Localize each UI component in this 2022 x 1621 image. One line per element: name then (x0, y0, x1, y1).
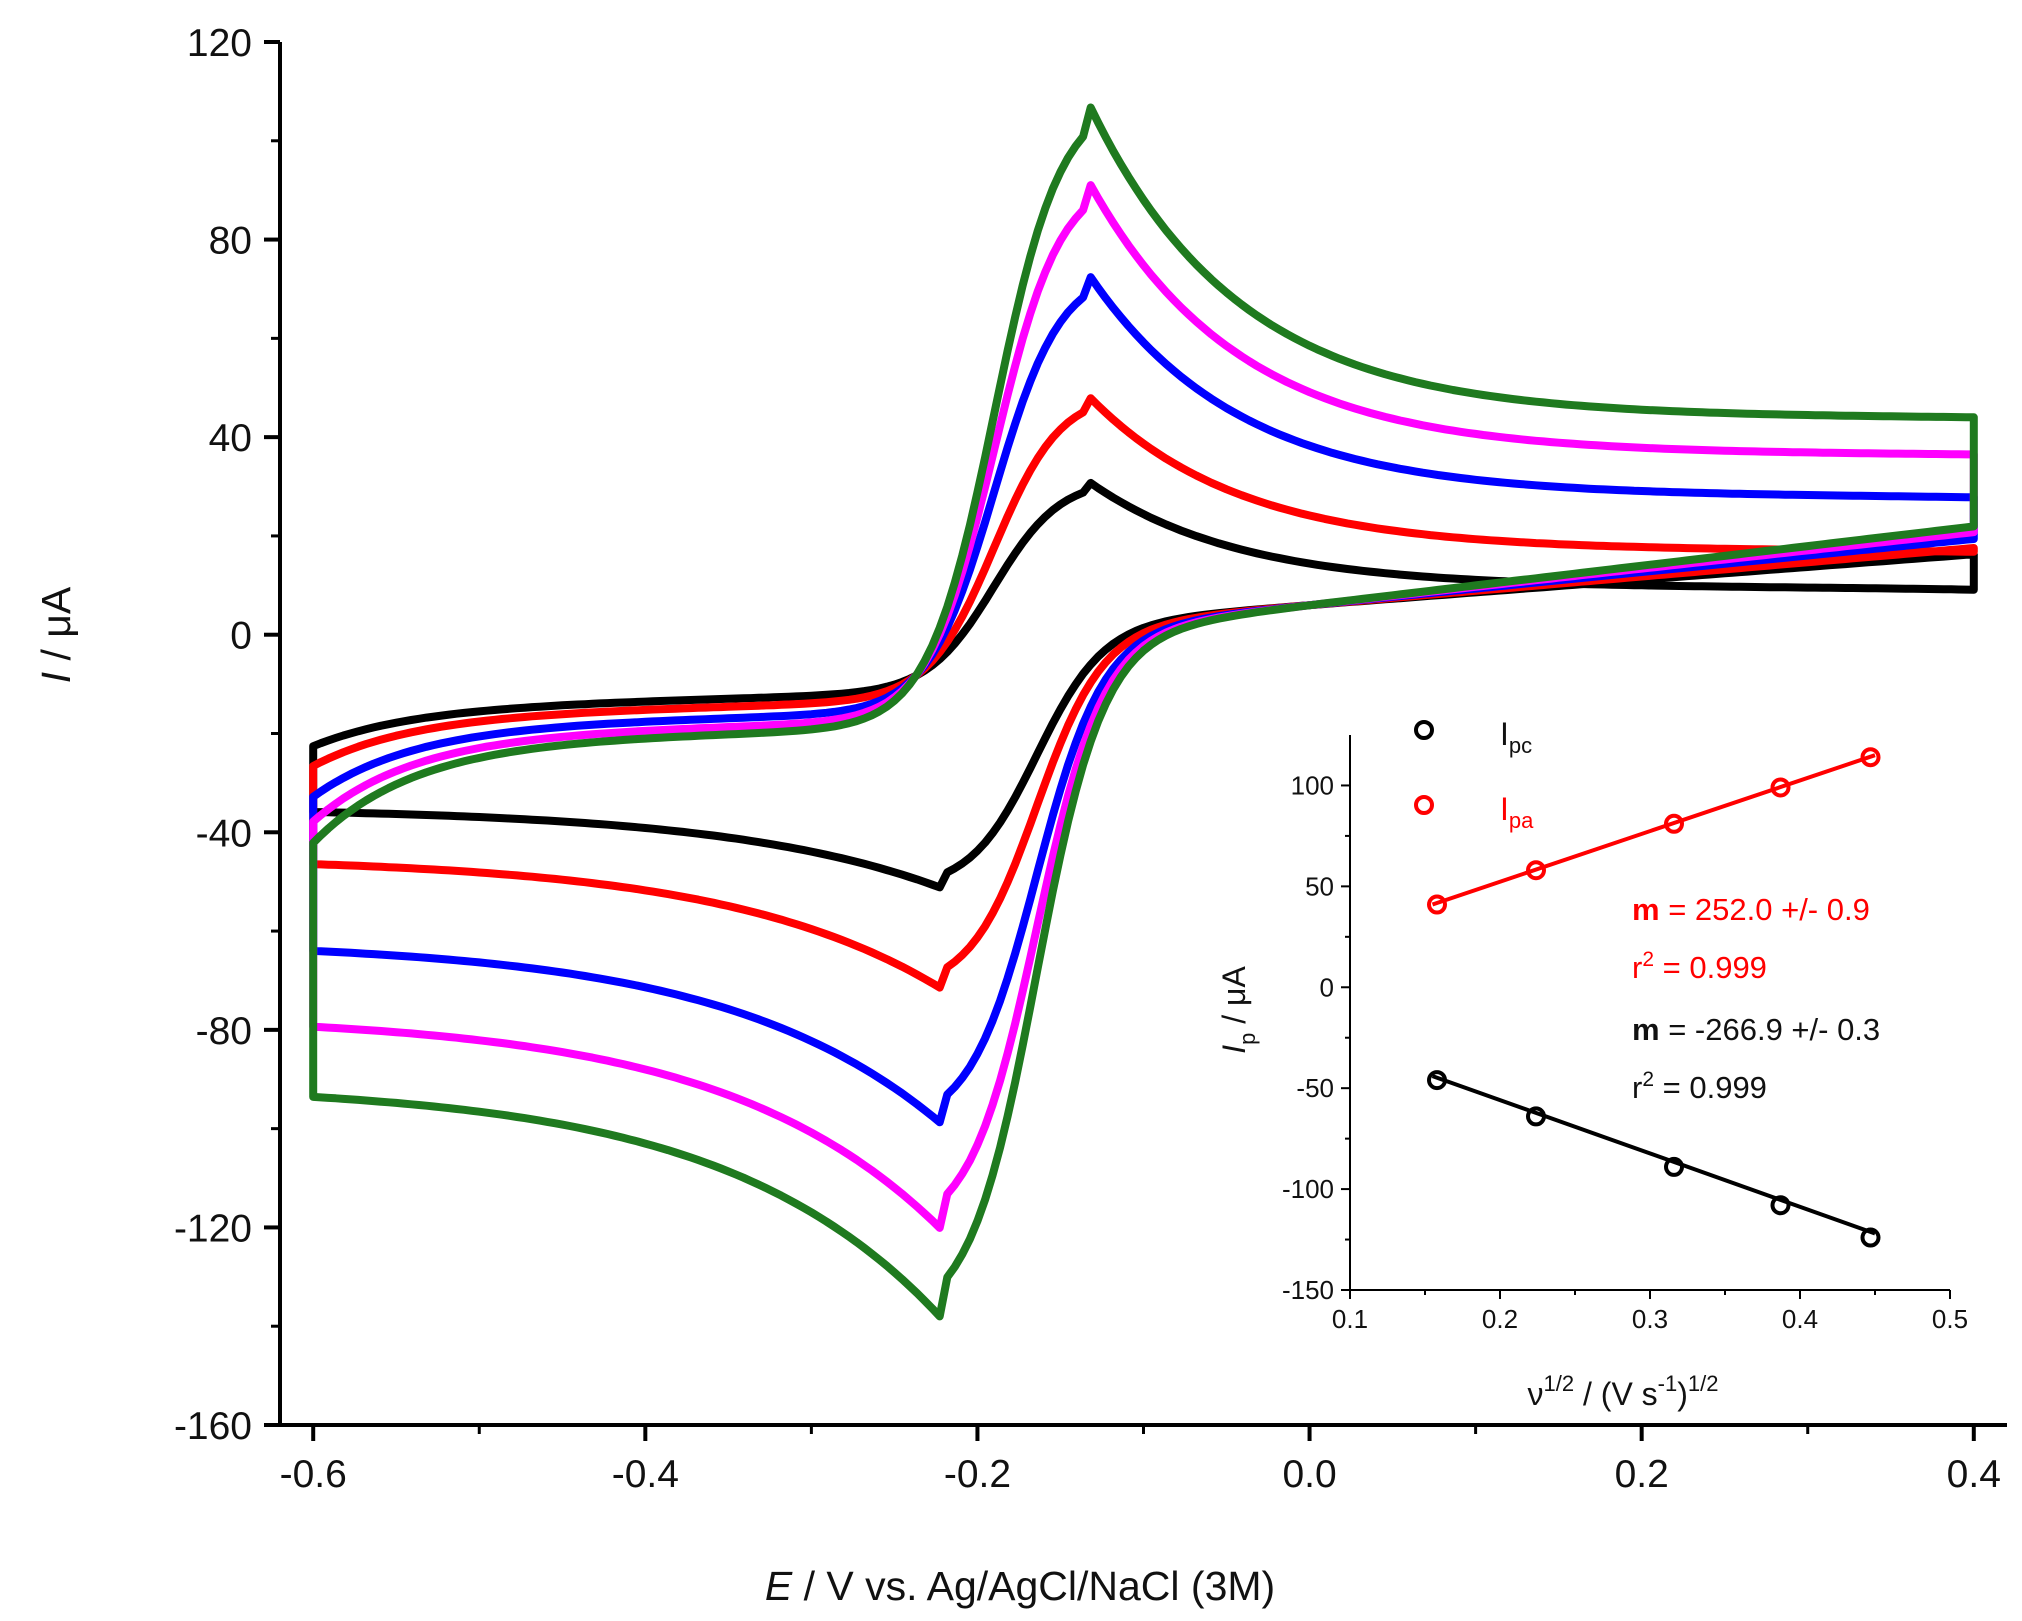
annotation-r2-ipc: r2 = 0.999 (1632, 1068, 1767, 1105)
inset-x-tick-label: 0.4 (1782, 1304, 1818, 1334)
ipc-point (1860, 1227, 1881, 1248)
inset-y-tick-label: -100 (1282, 1174, 1334, 1204)
main-y-tick-labels: -160 -120 -80 -40 0 40 80 120 (174, 22, 252, 1448)
cv-1-line (309, 478, 1978, 892)
main-y-tick-label: 0 (230, 615, 252, 658)
inset-x-tick-label: 0.1 (1332, 1304, 1368, 1334)
inset-y-axis-title: Ip / μA (1216, 966, 1260, 1054)
inset-legend: Ipc Ipa (1414, 716, 1534, 833)
ipa-point (1860, 747, 1881, 768)
main-y-tick-label: 40 (209, 417, 252, 460)
main-y-tick-label: -80 (196, 1010, 252, 1053)
inset-plot: 0.1 0.2 0.3 0.4 0.5 -150 -100 -50 0 50 100 Ipc Ip… (1216, 716, 1968, 1412)
ipc-fit-line (1431, 1074, 1876, 1236)
inset-x-axis-title: ν1/2 / (V s-1)1/2 (1528, 1371, 1719, 1412)
cv-curves (309, 103, 1978, 1321)
inset-x-tick-label: 0.2 (1482, 1304, 1518, 1334)
cv-4-line (309, 181, 1978, 1232)
main-x-axis-title: E / V vs. Ag/AgCl/NaCl (3M) (765, 1563, 1275, 1609)
cv-5-line (309, 103, 1978, 1321)
ipa-fit-line (1431, 753, 1876, 907)
inset-axes (1341, 735, 1951, 1299)
inset-x-tick-label: 0.5 (1932, 1304, 1968, 1334)
legend-label-ipa: Ipa (1500, 791, 1534, 833)
ipc-point (1770, 1195, 1791, 1216)
main-y-tick-label: -120 (174, 1207, 252, 1250)
main-plot: -0.6 -0.4 -0.2 0.0 0.2 0.4 -160 -120 -80 -40 0 40 8… (33, 22, 2007, 1609)
ipa-point (1664, 813, 1684, 834)
inset-y-tick-label: 100 (1291, 770, 1334, 800)
inset-y-tick-label: -150 (1282, 1275, 1334, 1305)
annotation-slope-ipc: m = -266.9 +/- 0.3 (1632, 1012, 1880, 1047)
main-x-tick-label: -0.2 (944, 1453, 1011, 1496)
legend-marker-ipa (1414, 795, 1434, 815)
main-y-tick-label: 120 (187, 22, 252, 65)
main-x-tick-label: -0.4 (612, 1453, 679, 1496)
annotation-slope-ipa: m = 252.0 +/- 0.9 (1632, 892, 1870, 927)
main-x-tick-label: -0.6 (280, 1453, 347, 1496)
main-x-tick-label: 0.0 (1282, 1453, 1336, 1496)
ipc-point (1664, 1156, 1684, 1177)
annotation-r2-ipa: r2 = 0.999 (1632, 948, 1767, 985)
ipa-point (1427, 894, 1447, 915)
ipa-point (1770, 777, 1791, 798)
inset-y-tick-label: 0 (1320, 972, 1334, 1002)
legend-marker-ipc (1414, 720, 1434, 740)
inset-fit-lines (1431, 753, 1876, 1236)
cv-3-line (309, 273, 1978, 1127)
ipc-point (1427, 1070, 1447, 1091)
main-y-tick-label: -40 (196, 812, 252, 855)
ipa-point (1526, 860, 1546, 881)
inset-y-tick-label: 50 (1305, 871, 1334, 901)
inset-points (1427, 747, 1881, 1248)
inset-y-tick-labels: -150 -100 -50 0 50 100 (1282, 770, 1334, 1305)
main-x-tick-label: 0.2 (1615, 1453, 1669, 1496)
inset-y-tick-label: -50 (1296, 1073, 1334, 1103)
main-y-tick-label: 80 (209, 220, 252, 263)
main-y-tick-label: -160 (174, 1405, 252, 1448)
inset-x-tick-labels: 0.1 0.2 0.3 0.4 0.5 (1332, 1304, 1968, 1334)
main-x-tick-label: 0.4 (1947, 1453, 2001, 1496)
main-y-axis-title: I / μA (33, 586, 79, 683)
main-x-tick-labels: -0.6 -0.4 -0.2 0.0 0.2 0.4 (280, 1453, 2001, 1496)
ipc-point (1526, 1106, 1546, 1127)
legend-label-ipc: Ipc (1500, 716, 1532, 758)
inset-x-tick-label: 0.3 (1632, 1304, 1668, 1334)
main-axes (264, 40, 2007, 1441)
cv-2-line (309, 394, 1978, 992)
